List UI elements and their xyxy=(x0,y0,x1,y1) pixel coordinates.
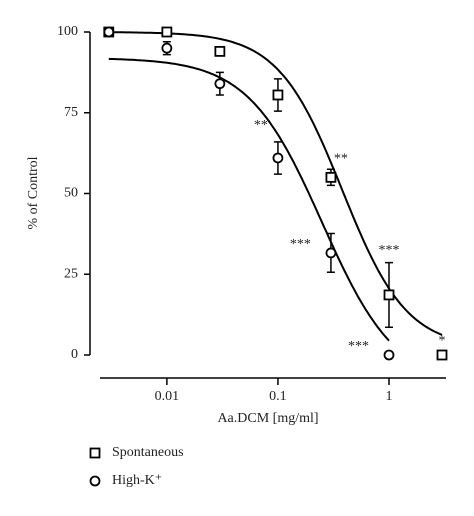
x-tick-label: 0.1 xyxy=(269,389,287,404)
annotation: ** xyxy=(334,152,348,167)
data-point xyxy=(383,349,395,361)
legend-label: Spontaneous xyxy=(112,445,184,460)
y-tick-label: 75 xyxy=(64,105,78,120)
data-point xyxy=(325,171,337,183)
legend-label: High-K⁺ xyxy=(112,473,162,488)
annotation: *** xyxy=(348,339,369,354)
y-tick-label: 25 xyxy=(64,266,78,281)
legend-marker xyxy=(89,447,101,459)
data-point xyxy=(325,247,337,259)
legend-marker xyxy=(89,475,101,487)
data-point xyxy=(161,26,173,38)
y-axis-label: % of Control xyxy=(26,156,41,229)
data-point xyxy=(214,78,226,90)
x-tick-label: 1 xyxy=(385,389,392,404)
x-tick-label: 0.01 xyxy=(155,389,180,404)
x-axis-label: Aa.DCM [mg/ml] xyxy=(217,411,318,426)
annotation: *** xyxy=(378,243,399,258)
data-point xyxy=(272,152,284,164)
y-tick-label: 50 xyxy=(64,186,78,201)
annotation: * xyxy=(438,334,445,349)
annotation: *** xyxy=(290,237,311,252)
annotation: ** xyxy=(254,118,268,133)
data-point xyxy=(436,349,448,361)
fit-curve xyxy=(108,31,443,336)
y-tick-label: 100 xyxy=(57,24,78,39)
y-tick-label: 0 xyxy=(71,347,78,362)
data-point xyxy=(103,26,115,38)
data-point xyxy=(272,89,284,101)
data-point xyxy=(161,42,173,54)
data-point xyxy=(383,289,395,301)
data-point xyxy=(214,45,226,57)
fit-curve xyxy=(108,57,390,342)
